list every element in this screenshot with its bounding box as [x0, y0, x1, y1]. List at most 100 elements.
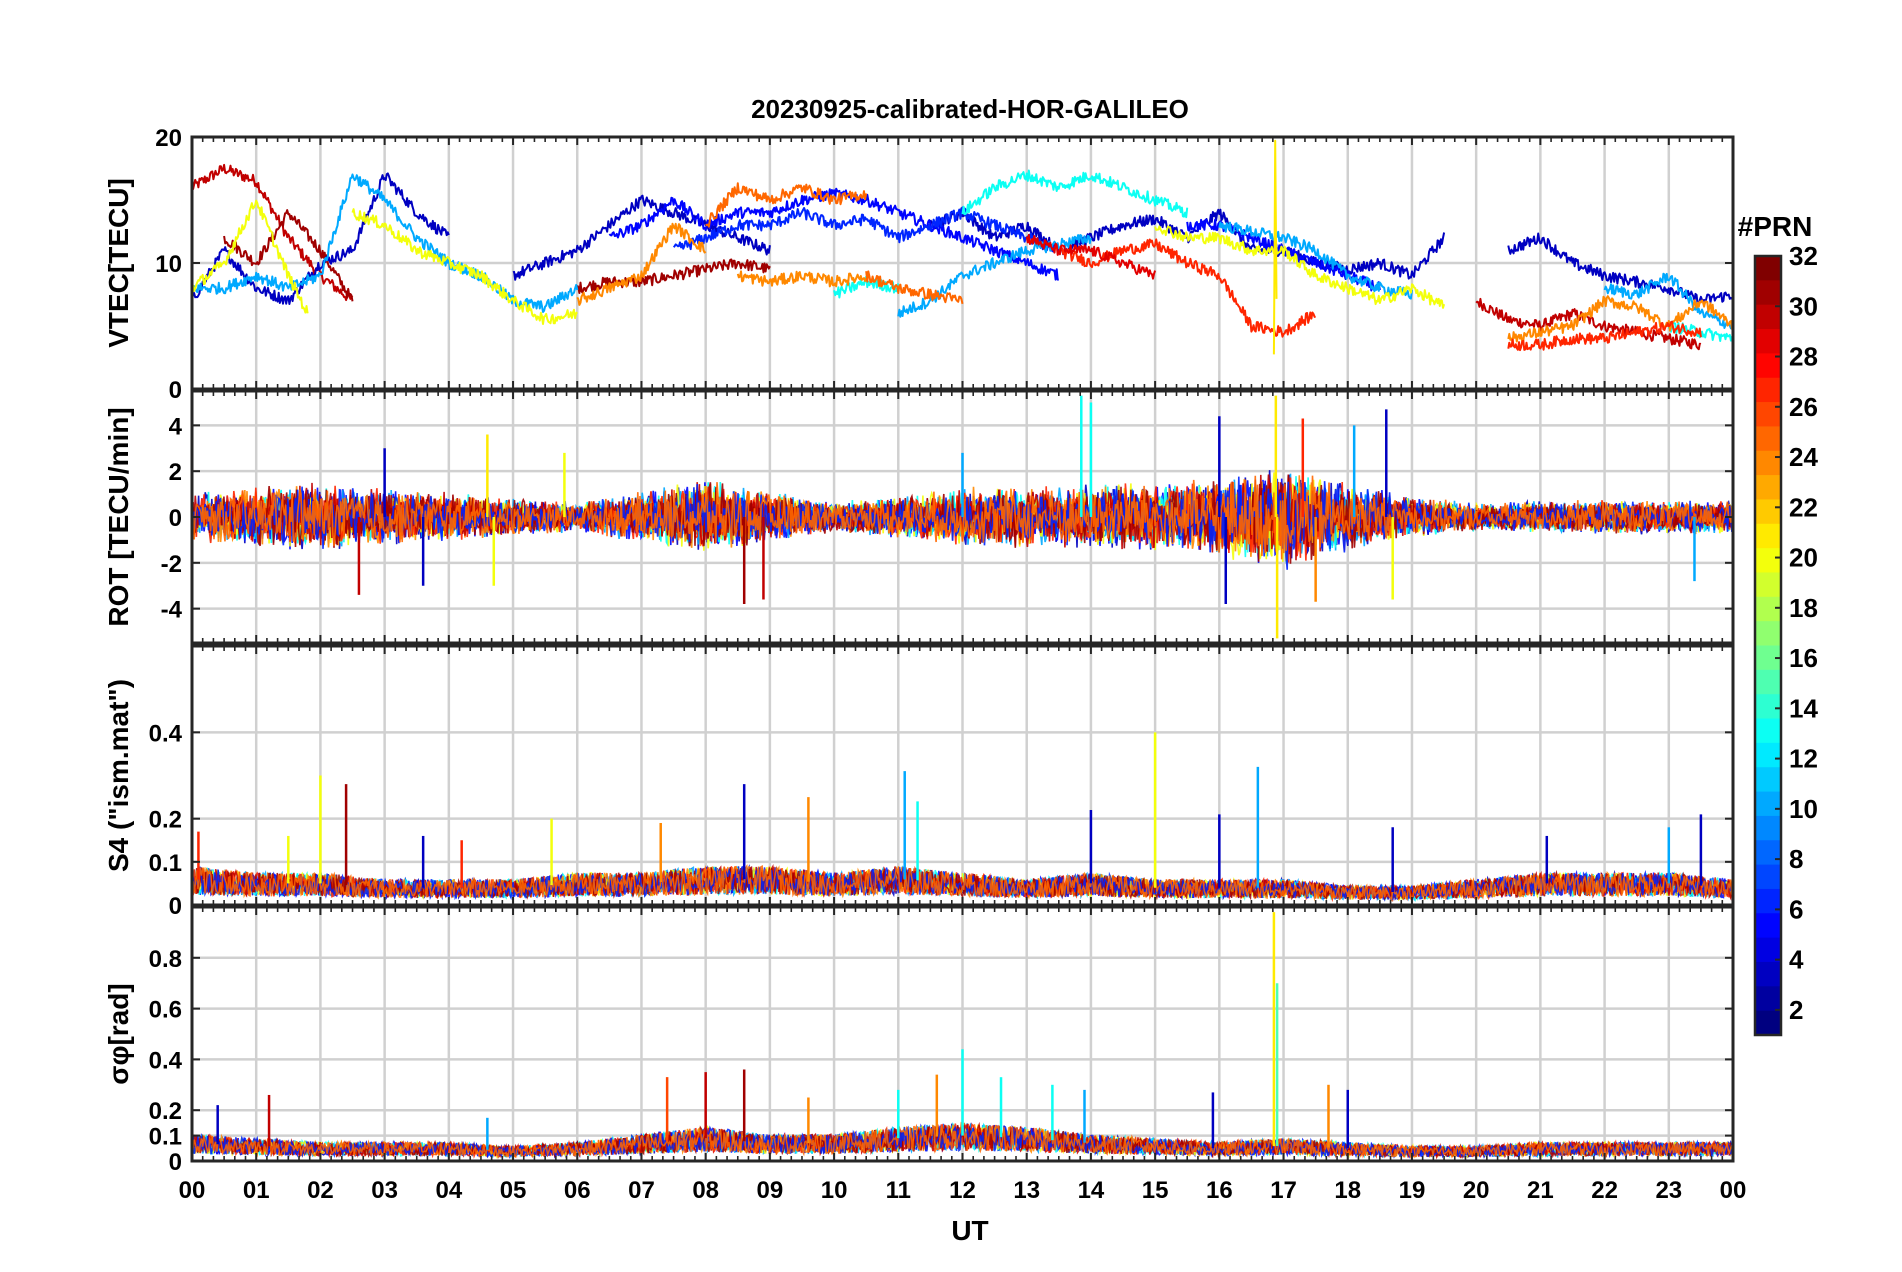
panel-vtec-frame [190, 135, 1735, 391]
vtec-series-prn10-seg0 [192, 173, 579, 313]
colorbar-swatch-prn4 [1755, 937, 1781, 963]
panel-s4-ytick-label: 0 [169, 893, 182, 920]
colorbar-swatch-prn25 [1755, 426, 1781, 452]
vtec-series-prn30-seg0 [192, 163, 354, 302]
colorbar-frame [1753, 254, 1783, 1037]
x-axis: 00 01 02 03 04 05 06 07 08 09 10 11 12 13 14 15 16 17 18 19… [179, 1177, 1747, 1204]
colorbar-swatch-prn23 [1755, 475, 1781, 501]
colorbar-swatch-prn8 [1755, 840, 1781, 866]
colorbar-swatch-prn9 [1755, 815, 1781, 841]
x-tick-label: 07 [628, 1177, 655, 1204]
panel-rot-ytick-label: -4 [161, 597, 183, 624]
colorbar-tick-label: 12 [1789, 744, 1818, 774]
panel-rot-ylabel: ROT [TECU/min] [103, 407, 134, 626]
colorbar-tick-label: 18 [1789, 593, 1818, 623]
panel-rot-ytick-label: -2 [161, 551, 182, 578]
panel-sigphi: 00.10.2 0.4 0.6 0.8 σφ[rad] [103, 905, 1735, 1176]
vtec-series-prn21-seg0 [1272, 139, 1278, 355]
colorbar-tick-label: 8 [1789, 844, 1803, 874]
colorbar-swatch-prn12 [1755, 742, 1781, 768]
panel-vtec-ytick-label: 0 [169, 377, 182, 404]
x-tick-label: 04 [435, 1177, 462, 1204]
vtec-series-prn31-seg1 [576, 258, 771, 294]
panel-sigphi-ylabel: σφ[rad] [103, 983, 134, 1084]
x-tick-label: 05 [500, 1177, 527, 1204]
vtec-series-prn13-seg1 [961, 169, 1189, 219]
colorbar-swatch-prn2 [1755, 986, 1781, 1012]
panel-s4-ylabel: S4 ("ism.mat") [103, 679, 134, 872]
colorbar-swatch-prn15 [1755, 669, 1781, 695]
vtec-series-prn31-seg0 [223, 209, 354, 302]
colorbar-swatch-prn31 [1755, 280, 1781, 306]
colorbar-swatch-prn10 [1755, 791, 1781, 817]
panel-rot-data [192, 395, 1733, 639]
colorbar-swatch-prn19 [1755, 572, 1781, 598]
vtec-series-prn3-seg0 [192, 172, 450, 305]
x-tick-label: 06 [564, 1177, 591, 1204]
colorbar-tick-label: 32 [1789, 241, 1818, 271]
x-tick-label: 18 [1334, 1177, 1361, 1204]
panel-sigphi-ytick-label: 0.2 [149, 1098, 182, 1125]
panel-vtec: 0 10 20 VTEC[TECU] [103, 125, 1735, 404]
x-tick-label: 20 [1463, 1177, 1490, 1204]
panel-rot-ytick-label: 4 [169, 413, 183, 440]
panel-vtec-ylabel: VTEC[TECU] [103, 178, 134, 348]
vtec-series-prn5-seg0 [608, 187, 1059, 281]
panel-sigphi-ytick-label: 0.6 [149, 997, 182, 1024]
x-tick-label: 11 [886, 1177, 911, 1204]
panel-rot-ytick-label: 2 [169, 459, 182, 486]
rot-trace-prn25 [192, 475, 1733, 560]
x-tick-label: 14 [1078, 1177, 1105, 1204]
panel-rot-frame [190, 389, 1735, 645]
vtec-series-prn3-seg3 [1507, 232, 1733, 306]
panel-sigphi-ytick-label: 0.8 [149, 946, 182, 973]
panel-sigphi-data [192, 912, 1733, 1160]
colorbar-swatch-prn21 [1755, 523, 1781, 549]
panel-s4-data [192, 732, 1733, 903]
panel-sigphi-ytick-label: 0.4 [149, 1047, 183, 1074]
colorbar-swatch-prn20 [1755, 548, 1781, 574]
colorbar-swatch-prn27 [1755, 377, 1781, 403]
colorbar-tick-label: 6 [1789, 894, 1803, 924]
colorbar-swatch-prn24 [1755, 450, 1781, 476]
panel-vtec-ytick-label: 20 [155, 125, 182, 152]
x-tick-label: 17 [1270, 1177, 1297, 1204]
colorbar-swatch-prn13 [1755, 718, 1781, 744]
x-tick-label: 13 [1013, 1177, 1040, 1204]
vtec-series-prn20-seg2 [1154, 225, 1446, 309]
x-tick-label: 03 [371, 1177, 398, 1204]
colorbar-swatch-prn28 [1755, 353, 1781, 379]
vtec-series-prn29-seg0 [1025, 233, 1157, 280]
colorbar-swatch-prn11 [1755, 767, 1781, 793]
panel-rot: -4 -2 0 2 4 ROT [TECU/min] [103, 389, 1735, 645]
x-axis-label: UT [951, 1215, 988, 1246]
x-tick-label: 00 [1720, 1177, 1747, 1204]
panel-sigphi-frame [190, 905, 1735, 1163]
colorbar-swatch-prn17 [1755, 621, 1781, 647]
x-tick-label: 19 [1399, 1177, 1426, 1204]
x-tick-label: 12 [949, 1177, 976, 1204]
panel-sigphi-ytick-label: 0 [169, 1149, 182, 1176]
x-tick-label: 01 [243, 1177, 270, 1204]
panel-sigphi-ticks: 00.10.2 0.4 0.6 0.8 [149, 907, 1734, 1176]
panel-s4: 0 0.1 0.2 0.4 S4 ("ism.mat") [103, 644, 1735, 920]
x-tick-label: 22 [1591, 1177, 1618, 1204]
vtec-series-prn27-seg1 [1507, 320, 1702, 352]
colorbar: 32 30 28 26 24 22 20 18 16 14 12 10 8 6 4 2 #PRN [1738, 211, 1818, 1037]
x-tick-label: 23 [1655, 1177, 1682, 1204]
x-tick-label: 02 [307, 1177, 334, 1204]
colorbar-title: #PRN [1738, 211, 1813, 242]
vtec-series-prn20-seg0 [192, 199, 309, 314]
vtec-series-prn24-seg2 [1507, 295, 1733, 344]
vtec-series-prn25-seg0 [705, 182, 868, 228]
colorbar-tick-label: 14 [1789, 693, 1818, 723]
colorbar-swatch-prn7 [1755, 864, 1781, 890]
vtec-series-prn6-seg0 [672, 206, 1060, 253]
colorbar-swatch-prn32 [1755, 256, 1781, 281]
colorbar-tick-label: 26 [1789, 392, 1818, 422]
panel-s4-frame [190, 644, 1735, 907]
vtec-series-prn24-seg0 [576, 222, 707, 306]
x-tick-label: 08 [692, 1177, 719, 1204]
colorbar-tick-label: 4 [1789, 945, 1804, 975]
